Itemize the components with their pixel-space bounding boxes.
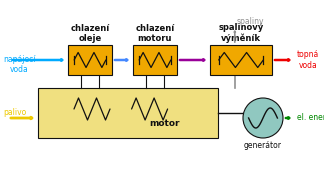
Bar xyxy=(210,45,272,75)
Text: generátor: generátor xyxy=(244,141,282,150)
Text: spaliny: spaliny xyxy=(237,17,264,26)
Text: el. energie: el. energie xyxy=(297,112,324,122)
Text: topná
voda: topná voda xyxy=(297,50,319,70)
Text: palivo: palivo xyxy=(3,108,26,117)
Text: spalinový
výměník: spalinový výměník xyxy=(218,23,264,43)
Text: motor: motor xyxy=(149,118,179,127)
Bar xyxy=(68,45,112,75)
Bar xyxy=(133,45,177,75)
Text: chlazení
motoru: chlazení motoru xyxy=(135,24,175,43)
Bar xyxy=(38,88,218,138)
Text: napájecí
voda: napájecí voda xyxy=(3,55,36,74)
Circle shape xyxy=(243,98,283,138)
Text: chlazení
oleje: chlazení oleje xyxy=(70,24,110,43)
